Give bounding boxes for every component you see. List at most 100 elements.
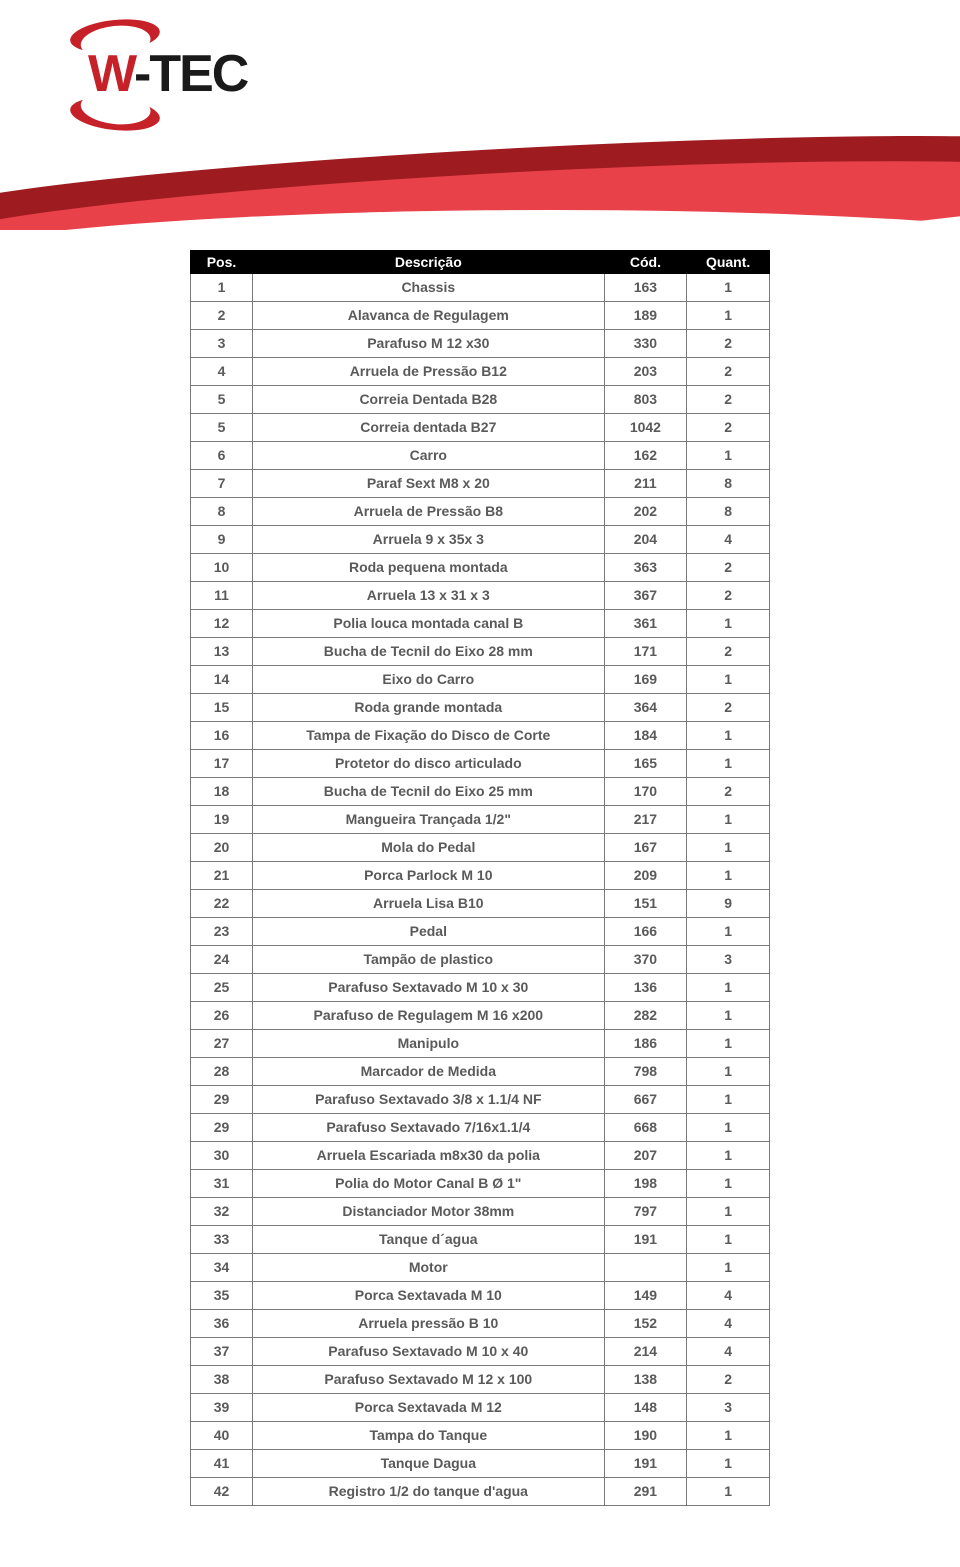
cell-qty: 2 xyxy=(687,330,770,358)
table-row: 26Parafuso de Regulagem M 16 x2002821 xyxy=(191,1002,770,1030)
cell-pos: 38 xyxy=(191,1366,253,1394)
cell-desc: Arruela Lisa B10 xyxy=(253,890,605,918)
table-row: 8Arruela de Pressão B82028 xyxy=(191,498,770,526)
cell-cod: 170 xyxy=(604,778,687,806)
cell-qty: 1 xyxy=(687,1254,770,1282)
cell-cod: 330 xyxy=(604,330,687,358)
cell-qty: 1 xyxy=(687,1058,770,1086)
cell-qty: 1 xyxy=(687,1478,770,1506)
header-qty: Quant. xyxy=(687,251,770,274)
cell-qty: 1 xyxy=(687,1142,770,1170)
cell-qty: 1 xyxy=(687,1114,770,1142)
cell-pos: 14 xyxy=(191,666,253,694)
cell-desc: Carro xyxy=(253,442,605,470)
cell-desc: Tanque Dagua xyxy=(253,1450,605,1478)
logo-text: W-TEC xyxy=(88,44,247,104)
cell-desc: Pedal xyxy=(253,918,605,946)
cell-desc: Polia do Motor Canal B Ø 1" xyxy=(253,1170,605,1198)
cell-desc: Parafuso Sextavado M 12 x 100 xyxy=(253,1366,605,1394)
table-row: 28Marcador de Medida7981 xyxy=(191,1058,770,1086)
cell-desc: Porca Sextavada M 12 xyxy=(253,1394,605,1422)
cell-qty: 1 xyxy=(687,1030,770,1058)
cell-pos: 15 xyxy=(191,694,253,722)
cell-pos: 27 xyxy=(191,1030,253,1058)
table-row: 42Registro 1/2 do tanque d'agua2911 xyxy=(191,1478,770,1506)
cell-cod: 211 xyxy=(604,470,687,498)
table-row: 27Manipulo1861 xyxy=(191,1030,770,1058)
cell-cod: 184 xyxy=(604,722,687,750)
cell-cod: 363 xyxy=(604,554,687,582)
table-row: 34Motor1 xyxy=(191,1254,770,1282)
cell-pos: 22 xyxy=(191,890,253,918)
cell-desc: Registro 1/2 do tanque d'agua xyxy=(253,1478,605,1506)
cell-cod: 171 xyxy=(604,638,687,666)
table-row: 32Distanciador Motor 38mm7971 xyxy=(191,1198,770,1226)
cell-pos: 7 xyxy=(191,470,253,498)
cell-desc: Tampa do Tanque xyxy=(253,1422,605,1450)
cell-pos: 5 xyxy=(191,414,253,442)
cell-qty: 1 xyxy=(687,974,770,1002)
cell-desc: Arruela de Pressão B12 xyxy=(253,358,605,386)
cell-qty: 2 xyxy=(687,778,770,806)
table-row: 1Chassis1631 xyxy=(191,274,770,302)
table-row: 36Arruela pressão B 101524 xyxy=(191,1310,770,1338)
cell-qty: 2 xyxy=(687,638,770,666)
cell-pos: 36 xyxy=(191,1310,253,1338)
table-row: 6Carro1621 xyxy=(191,442,770,470)
table-row: 7Paraf Sext M8 x 202118 xyxy=(191,470,770,498)
table-row: 17Protetor do disco articulado1651 xyxy=(191,750,770,778)
cell-qty: 1 xyxy=(687,1086,770,1114)
table-row: 2Alavanca de Regulagem1891 xyxy=(191,302,770,330)
table-row: 21Porca Parlock M 102091 xyxy=(191,862,770,890)
cell-cod: 152 xyxy=(604,1310,687,1338)
cell-pos: 35 xyxy=(191,1282,253,1310)
cell-pos: 12 xyxy=(191,610,253,638)
table-row: 16Tampa de Fixação do Disco de Corte1841 xyxy=(191,722,770,750)
cell-desc: Roda grande montada xyxy=(253,694,605,722)
cell-pos: 21 xyxy=(191,862,253,890)
brand-logo: W-TEC xyxy=(70,20,310,140)
cell-cod: 191 xyxy=(604,1450,687,1478)
table-row: 39Porca Sextavada M 121483 xyxy=(191,1394,770,1422)
cell-desc: Polia louca montada canal B xyxy=(253,610,605,638)
table-row: 38Parafuso Sextavado M 12 x 1001382 xyxy=(191,1366,770,1394)
cell-desc: Parafuso de Regulagem M 16 x200 xyxy=(253,1002,605,1030)
cell-pos: 37 xyxy=(191,1338,253,1366)
table-row: 35Porca Sextavada M 101494 xyxy=(191,1282,770,1310)
table-body: 1Chassis16312Alavanca de Regulagem18913P… xyxy=(191,274,770,1506)
cell-desc: Roda pequena montada xyxy=(253,554,605,582)
cell-qty: 1 xyxy=(687,1198,770,1226)
table-row: 10Roda pequena montada3632 xyxy=(191,554,770,582)
cell-desc: Protetor do disco articulado xyxy=(253,750,605,778)
cell-pos: 28 xyxy=(191,1058,253,1086)
cell-qty: 4 xyxy=(687,1338,770,1366)
cell-cod: 191 xyxy=(604,1226,687,1254)
table-row: 31Polia do Motor Canal B Ø 1"1981 xyxy=(191,1170,770,1198)
cell-qty: 1 xyxy=(687,750,770,778)
cell-qty: 1 xyxy=(687,862,770,890)
cell-cod: 165 xyxy=(604,750,687,778)
cell-desc: Porca Sextavada M 10 xyxy=(253,1282,605,1310)
cell-cod: 186 xyxy=(604,1030,687,1058)
cell-pos: 30 xyxy=(191,1142,253,1170)
cell-desc: Arruela Escariada m8x30 da polia xyxy=(253,1142,605,1170)
cell-qty: 1 xyxy=(687,1002,770,1030)
cell-desc: Tampa de Fixação do Disco de Corte xyxy=(253,722,605,750)
cell-qty: 4 xyxy=(687,1310,770,1338)
cell-pos: 23 xyxy=(191,918,253,946)
cell-desc: Eixo do Carro xyxy=(253,666,605,694)
cell-desc: Arruela 13 x 31 x 3 xyxy=(253,582,605,610)
cell-cod: 167 xyxy=(604,834,687,862)
cell-desc: Paraf Sext M8 x 20 xyxy=(253,470,605,498)
cell-cod: 214 xyxy=(604,1338,687,1366)
parts-table: Pos. Descrição Cód. Quant. 1Chassis16312… xyxy=(190,250,770,1506)
cell-cod: 204 xyxy=(604,526,687,554)
cell-cod: 190 xyxy=(604,1422,687,1450)
cell-pos: 33 xyxy=(191,1226,253,1254)
cell-desc: Motor xyxy=(253,1254,605,1282)
cell-cod: 189 xyxy=(604,302,687,330)
table-row: 5Correia Dentada B288032 xyxy=(191,386,770,414)
cell-cod: 198 xyxy=(604,1170,687,1198)
cell-pos: 18 xyxy=(191,778,253,806)
cell-desc: Parafuso M 12 x30 xyxy=(253,330,605,358)
